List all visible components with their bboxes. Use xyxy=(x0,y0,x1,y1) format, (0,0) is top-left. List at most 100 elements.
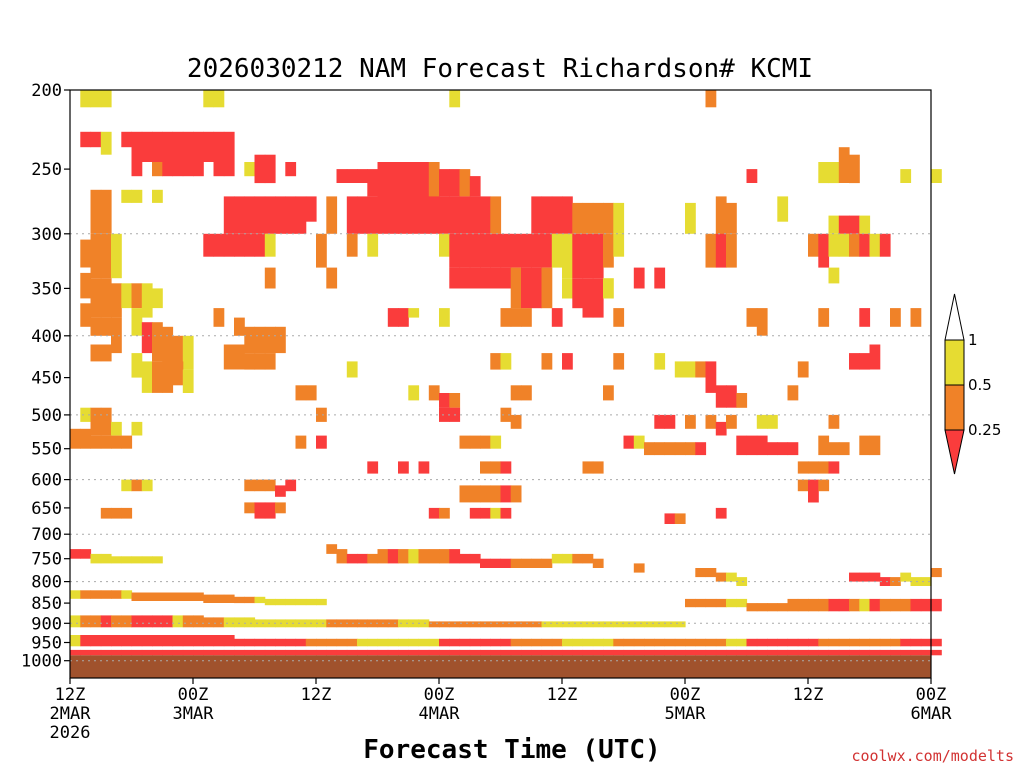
heatmap-cell xyxy=(818,162,830,184)
heatmap-cell xyxy=(562,196,573,234)
x-tick-label: 4MAR xyxy=(419,704,461,724)
heatmap-cell xyxy=(172,615,184,628)
heatmap-cell xyxy=(213,594,225,603)
heatmap-cell xyxy=(90,233,102,279)
heatmap-cell xyxy=(480,196,491,234)
heatmap-cell xyxy=(572,621,584,628)
heatmap-cell xyxy=(295,598,307,606)
heatmap-cell xyxy=(654,621,666,628)
heatmap-cell xyxy=(664,638,676,647)
heatmap-cell xyxy=(316,407,327,422)
heatmap-cell xyxy=(152,556,163,564)
heatmap-cell xyxy=(500,638,512,647)
heatmap-cell xyxy=(787,649,799,656)
heatmap-cell xyxy=(818,461,830,474)
heatmap-cell xyxy=(777,196,789,222)
heatmap-cell xyxy=(490,435,502,449)
legend-top-arrow xyxy=(944,293,965,341)
heatmap-cell xyxy=(182,635,194,647)
heatmap-cell xyxy=(613,308,625,327)
heatmap-cell xyxy=(121,649,133,656)
heatmap-cell xyxy=(449,549,461,564)
heatmap-cell xyxy=(90,317,102,336)
heatmap-cell xyxy=(131,162,143,177)
heatmap-cell xyxy=(162,592,174,601)
heatmap-cell xyxy=(398,461,409,474)
heatmap-cell xyxy=(100,344,112,362)
heatmap-cell xyxy=(869,572,881,582)
heatmap-cell xyxy=(582,553,594,564)
heatmap-cell xyxy=(480,267,491,289)
heatmap-cell xyxy=(695,361,707,378)
heatmap-cell xyxy=(141,322,153,354)
heatmap-cell xyxy=(346,169,358,183)
x-tick-label: 2026 xyxy=(50,723,91,743)
x-tick-label: 3MAR xyxy=(173,704,215,724)
heatmap-cell xyxy=(377,196,389,234)
heatmap-cell xyxy=(756,435,768,456)
heatmap-cell xyxy=(572,233,584,279)
heatmap-cell xyxy=(100,233,112,279)
heatmap-cell xyxy=(367,619,379,628)
heatmap-cell xyxy=(726,598,737,608)
heatmap-cell xyxy=(172,592,184,601)
heatmap-cell xyxy=(152,649,163,656)
heatmap-cell xyxy=(285,196,297,234)
heatmap-cell xyxy=(746,169,758,183)
heatmap-cell xyxy=(469,621,481,628)
heatmap-cell xyxy=(131,308,143,336)
heatmap-cell xyxy=(162,649,174,656)
heatmap-cell xyxy=(264,196,276,234)
heatmap-cell xyxy=(111,317,122,354)
heatmap-cell xyxy=(592,461,604,474)
heatmap-cell xyxy=(736,638,748,647)
heatmap-cell xyxy=(141,479,153,492)
heatmap-cell xyxy=(336,649,348,656)
heatmap-cell xyxy=(551,553,563,564)
heatmap-cell xyxy=(111,421,122,436)
y-tick-label: 800 xyxy=(31,573,62,593)
heatmap-cell xyxy=(859,353,871,370)
heatmap-cell xyxy=(818,435,830,456)
heatmap-cell xyxy=(715,649,727,656)
heatmap-cell xyxy=(931,649,942,656)
heatmap-cell xyxy=(234,344,245,370)
heatmap-cell xyxy=(387,549,399,564)
heatmap-cell xyxy=(900,598,912,612)
heatmap-cell xyxy=(182,615,194,628)
heatmap-cell xyxy=(111,233,122,279)
heatmap-cell xyxy=(234,638,245,647)
heatmap-cell xyxy=(726,385,737,408)
heatmap-cell xyxy=(254,196,266,234)
heatmap-cell xyxy=(510,558,522,568)
heatmap-cell xyxy=(90,553,102,564)
heatmap-cell xyxy=(582,649,594,656)
heatmap-cell xyxy=(316,598,327,606)
heatmap-cell xyxy=(521,233,532,268)
heatmap-cell xyxy=(603,202,614,234)
heatmap-cell xyxy=(521,649,532,656)
heatmap-cell xyxy=(111,283,122,318)
heatmap-cell xyxy=(264,649,276,656)
heatmap-cell xyxy=(244,196,256,234)
heatmap-cell xyxy=(562,649,573,656)
x-tick-label: 5MAR xyxy=(665,704,707,724)
heatmap-cell xyxy=(859,638,871,647)
heatmap-cell xyxy=(890,308,901,327)
heatmap-cell xyxy=(264,479,276,492)
heatmap-cell xyxy=(500,267,512,289)
heatmap-cell xyxy=(131,556,143,564)
heatmap-cell xyxy=(90,344,102,362)
heatmap-cell xyxy=(459,485,471,503)
y-tick-label: 500 xyxy=(31,406,62,426)
heatmap-cell xyxy=(264,638,276,647)
heatmap-cell xyxy=(336,549,348,564)
heatmap-cell xyxy=(152,635,163,647)
heatmap-cell xyxy=(469,435,481,449)
heatmap-cell xyxy=(859,233,871,257)
y-tick-label: 650 xyxy=(31,499,62,519)
heatmap-cell xyxy=(654,353,666,370)
heatmap-cell xyxy=(398,619,409,628)
heatmap-cell xyxy=(70,590,81,599)
heatmap-cell xyxy=(551,233,563,268)
